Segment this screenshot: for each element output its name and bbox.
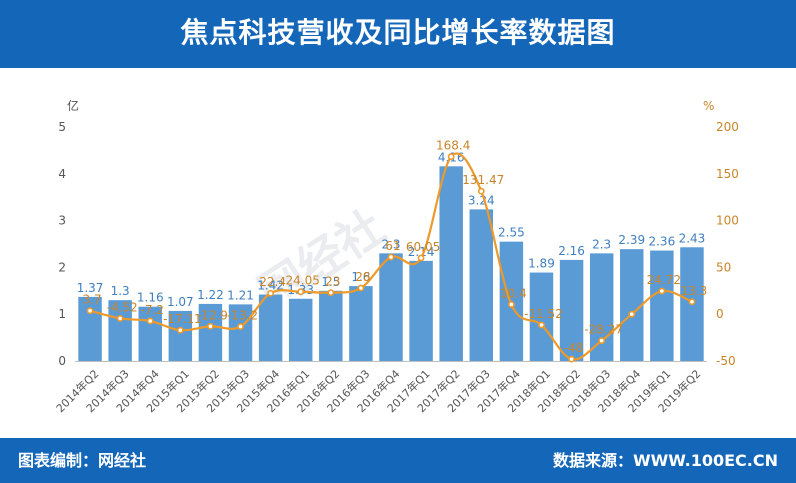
- bar-2016年Q3: [349, 286, 373, 361]
- growth-value-label: 60.05: [406, 240, 440, 254]
- y-left-tick-label: 4: [58, 167, 66, 181]
- bar-value-label: 1.37: [77, 281, 104, 295]
- growth-value-label: 24.72: [647, 273, 681, 287]
- bar-2016年Q2: [319, 290, 343, 361]
- chart-title: 焦点科技营收及同比增长率数据图: [180, 16, 616, 49]
- bar-2015年Q2: [198, 303, 223, 361]
- y-right-tick-label: 150: [716, 167, 739, 181]
- y-left-tick-label: 5: [58, 120, 66, 134]
- growth-point-2016年Q3: [357, 284, 365, 292]
- bar-value-label: 1.3: [111, 284, 130, 298]
- bar-value-label: 2.3: [592, 237, 611, 251]
- growth-value-label: 61: [385, 239, 400, 253]
- y-left-tick-label: 2: [58, 260, 66, 274]
- bar-2015年Q1: [168, 310, 193, 361]
- bar-value-label: 1.16: [137, 291, 164, 305]
- footer-source: 数据来源：WWW.100EC.CN: [552, 451, 778, 470]
- bar-value-label: 2.43: [679, 231, 706, 245]
- growth-value-label: -13.2: [227, 309, 258, 323]
- y-right-tick-label: 50: [716, 260, 731, 274]
- footer-credit: 图表编制：网经社: [18, 451, 147, 470]
- growth-value-label: 22.4: [259, 275, 286, 289]
- bar-value-label: 1.5: [321, 275, 340, 289]
- bar-value-label: 2.16: [558, 244, 585, 258]
- growth-value-label: -12.9: [197, 308, 228, 322]
- bar-2017年Q1: [409, 260, 433, 361]
- bar-2019年Q1: [650, 250, 674, 361]
- bar-2017年Q2: [439, 166, 463, 361]
- bar-value-label: 2.39: [618, 233, 645, 247]
- growth-point-2014年Q2: [86, 307, 94, 315]
- growth-value-label: -17.11: [163, 312, 202, 326]
- growth-value-label: -11.52: [524, 307, 563, 321]
- growth-point-2016年Q2: [327, 289, 335, 297]
- growth-point-2018年Q3: [598, 337, 606, 345]
- bar-value-label: 1.21: [227, 288, 254, 302]
- growth-value-label: -4.52: [107, 300, 138, 314]
- footer-banner: 图表编制：网经社 数据来源：WWW.100EC.CN: [0, 438, 796, 483]
- bar-2014年Q3: [108, 300, 132, 361]
- growth-point-2015年Q3: [237, 323, 244, 330]
- bar-value-label: 2.55: [498, 226, 525, 240]
- growth-point-2018年Q4: [628, 310, 636, 318]
- growth-point-2018年Q2: [568, 355, 575, 363]
- growth-value-label: 24.05: [286, 274, 320, 288]
- y-left-tick-label: 0: [58, 354, 66, 368]
- bar-value-label: 2.3: [381, 237, 400, 251]
- y-right-unit: %: [703, 99, 714, 113]
- bar-value-label: 1.22: [197, 288, 224, 302]
- y-left-tick-label: 1: [58, 307, 66, 321]
- bar-2015年Q4: [258, 294, 283, 361]
- growth-point-2015年Q1: [176, 326, 184, 334]
- growth-point-2017年Q1: [417, 254, 425, 262]
- bar-2018年Q3: [589, 253, 614, 361]
- bar-2018年Q1: [529, 272, 554, 361]
- bar-value-label: 2.36: [648, 235, 675, 249]
- y-right-tick-label: 200: [716, 120, 739, 134]
- y-left-unit: 亿: [67, 98, 79, 113]
- growth-point-2016年Q4: [387, 253, 395, 261]
- y-right-tick-label: 0: [716, 307, 724, 321]
- growth-value-label: -28.27: [584, 323, 623, 337]
- title-banner: 焦点科技营收及同比增长率数据图: [0, 0, 796, 68]
- growth-point-2014年Q3: [116, 315, 124, 322]
- bar-value-label: 2.14: [408, 245, 435, 259]
- growth-value-label: 3.7: [83, 293, 102, 307]
- growth-point-2017年Q2: [447, 153, 455, 160]
- bar-2015年Q3: [228, 304, 253, 361]
- growth-value-label: 13.3: [681, 284, 708, 298]
- growth-value-label: -48: [564, 341, 584, 355]
- bar-2018年Q2: [559, 259, 584, 361]
- growth-point-2019年Q1: [658, 287, 666, 295]
- growth-point-2016年Q1: [297, 288, 305, 296]
- growth-point-2019年Q2: [688, 298, 696, 306]
- bar-value-label: 1.42: [257, 279, 284, 293]
- growth-point-2018年Q1: [538, 321, 545, 329]
- bar-2016年Q4: [379, 253, 403, 361]
- growth-point-2014年Q4: [146, 317, 154, 325]
- growth-value-label: 168.4: [436, 139, 470, 153]
- bar-value-label: 1.07: [167, 295, 194, 309]
- growth-value-label: 10.4: [500, 286, 527, 300]
- y-right-tick-label: -50: [716, 354, 736, 368]
- growth-value-label: 131.47: [462, 173, 504, 187]
- bar-value-label: 3.24: [468, 193, 495, 207]
- growth-value-label: -7.2: [141, 303, 164, 317]
- bar-2016年Q1: [288, 298, 313, 361]
- y-left-tick-label: 3: [58, 214, 66, 228]
- growth-point-2015年Q2: [207, 322, 214, 330]
- growth-value-label: 23: [325, 275, 340, 289]
- y-right-tick-label: 100: [716, 214, 739, 228]
- bar-2017年Q3: [469, 209, 494, 361]
- growth-point-2017年Q4: [507, 301, 515, 308]
- growth-point-2015年Q4: [267, 289, 275, 297]
- growth-rate-line: [89, 152, 693, 361]
- bar-2018年Q4: [620, 249, 644, 361]
- bar-value-label: 1.6: [351, 270, 370, 284]
- bar-value-label: 1.89: [528, 257, 555, 271]
- growth-value-label: 28: [355, 270, 370, 284]
- growth-point-2017年Q3: [477, 187, 485, 195]
